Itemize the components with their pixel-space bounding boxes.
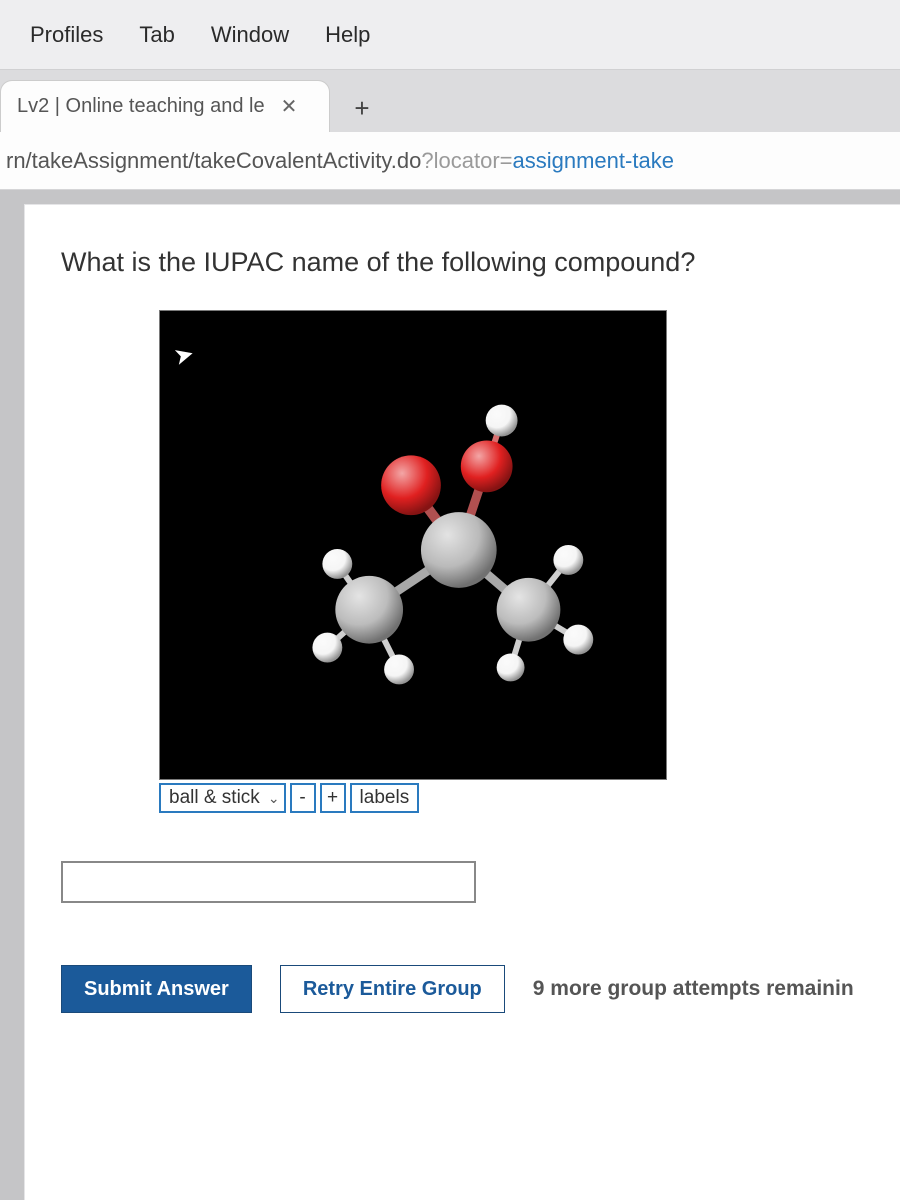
url-query-key: ?locator	[421, 148, 499, 174]
labels-toggle-button[interactable]: labels	[350, 783, 420, 813]
answer-input[interactable]	[61, 861, 476, 903]
retry-group-button[interactable]: Retry Entire Group	[280, 965, 505, 1013]
close-tab-icon[interactable]: ✕	[275, 92, 304, 121]
chevron-down-icon: ⌄	[268, 790, 280, 807]
url-path: rn/takeAssignment/takeCovalentActivity.d…	[6, 148, 421, 174]
attempts-remaining-text: 9 more group attempts remainin	[533, 977, 854, 1001]
menu-window[interactable]: Window	[211, 22, 289, 48]
os-menubar: Profiles Tab Window Help	[0, 0, 900, 70]
render-mode-select[interactable]: ball & stick ⌄	[159, 783, 286, 813]
action-row: Submit Answer Retry Entire Group 9 more …	[61, 965, 872, 1013]
molecule-viewer[interactable]: ➤	[159, 310, 667, 780]
browser-tab-active[interactable]: Lv2 | Online teaching and le ✕	[0, 80, 330, 132]
zoom-in-button[interactable]: +	[320, 783, 346, 813]
question-text: What is the IUPAC name of the following …	[61, 247, 872, 278]
menu-help[interactable]: Help	[325, 22, 370, 48]
browser-tabstrip: Lv2 | Online teaching and le ✕ +	[0, 70, 900, 132]
url-query-val: assignment-take	[513, 148, 674, 174]
assignment-page: What is the IUPAC name of the following …	[24, 204, 900, 1200]
tab-title: Lv2 | Online teaching and le	[17, 95, 265, 118]
new-tab-button[interactable]: +	[338, 84, 386, 132]
menu-tab[interactable]: Tab	[139, 22, 174, 48]
submit-answer-button[interactable]: Submit Answer	[61, 965, 252, 1013]
render-mode-label: ball & stick	[169, 787, 260, 809]
molecule-viewer-panel: ➤ ball & stick ⌄ - + labels	[159, 310, 667, 813]
viewer-controls: ball & stick ⌄ - + labels	[159, 783, 667, 813]
menu-profiles[interactable]: Profiles	[30, 22, 103, 48]
browser-urlbar[interactable]: rn/takeAssignment/takeCovalentActivity.d…	[0, 132, 900, 190]
zoom-out-button[interactable]: -	[290, 783, 316, 813]
molecule-render	[160, 311, 666, 779]
